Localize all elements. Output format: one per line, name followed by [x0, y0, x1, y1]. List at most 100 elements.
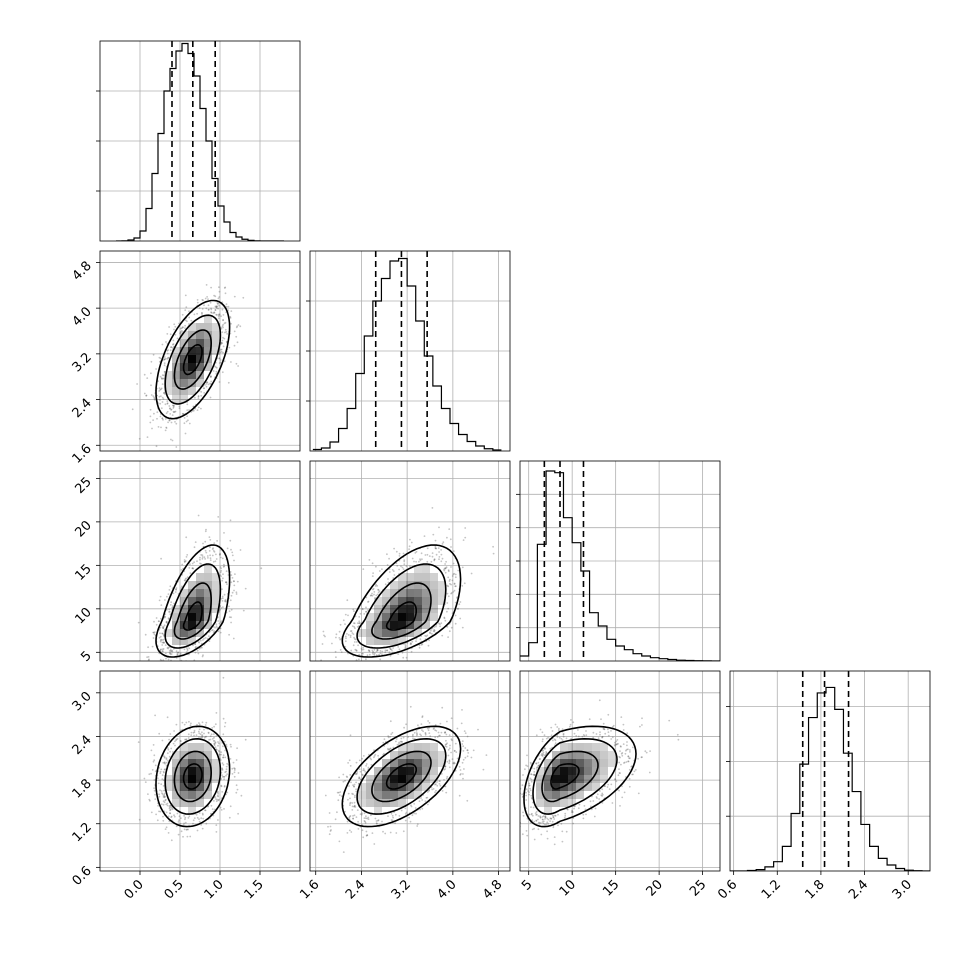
scatter-point — [379, 650, 382, 652]
density-cell — [212, 323, 220, 331]
scatter-point — [196, 816, 199, 819]
scatter-point — [173, 404, 175, 407]
scatter-point — [169, 652, 172, 655]
scatter-point — [175, 825, 178, 828]
scatter-point — [365, 815, 367, 818]
scatter-point — [212, 547, 215, 549]
y-tick-label-4-1: 0.6 — [70, 864, 95, 889]
density-cell — [430, 597, 438, 605]
density-cell — [366, 621, 374, 629]
density-cell — [390, 799, 398, 807]
panel-frame-3-2 — [309, 460, 511, 662]
scatter-point — [149, 415, 152, 418]
scatter-point — [362, 769, 365, 772]
scatter-point — [443, 616, 446, 619]
density-cell — [188, 613, 196, 621]
scatter-point — [172, 592, 175, 595]
density-cell — [374, 791, 382, 799]
scatter-point — [459, 617, 462, 620]
histogram-2 — [312, 257, 502, 451]
scatter-point — [610, 730, 612, 732]
scatter-point — [447, 585, 450, 588]
scatter-point — [448, 760, 451, 763]
scatter-point — [538, 758, 541, 761]
scatter-point — [541, 821, 544, 823]
scatter-point — [225, 768, 228, 771]
scatter-point — [171, 807, 173, 809]
scatter-point — [392, 666, 394, 668]
scatter-point — [215, 370, 218, 373]
scatter-point — [161, 626, 164, 629]
scatter-point — [342, 780, 345, 783]
scatter-point — [221, 762, 224, 765]
y-tick-label-2-3: 3.2 — [70, 350, 95, 375]
contour-3-2-4 — [341, 544, 462, 658]
scatter-point — [219, 759, 222, 762]
scatter-point — [228, 346, 231, 349]
scatter-point — [164, 795, 166, 798]
density-cell — [422, 597, 430, 605]
scatter-point — [175, 669, 177, 671]
scatter-point — [427, 729, 430, 732]
scatter-point — [416, 825, 419, 827]
scatter-point — [201, 312, 203, 314]
scatter-point — [160, 557, 163, 560]
density-cell — [180, 331, 188, 339]
scatter-point — [170, 747, 173, 750]
scatter-point — [153, 787, 156, 789]
scatter-point — [143, 392, 146, 395]
scatter-point — [361, 757, 364, 760]
scatter-point — [544, 816, 547, 819]
scatter-point — [219, 361, 222, 364]
scatter-point — [175, 650, 178, 653]
scatter-point — [355, 641, 358, 643]
scatter-point — [445, 566, 448, 569]
histogram-3 — [520, 470, 720, 661]
scatter-point — [159, 658, 162, 661]
scatter-point — [552, 739, 554, 742]
scatter-point — [355, 649, 358, 652]
scatter-point — [387, 735, 390, 738]
scatter-point — [362, 755, 365, 757]
scatter-point — [363, 769, 366, 772]
scatter-point — [196, 312, 199, 315]
density-cell — [374, 799, 382, 807]
scatter-point — [389, 720, 392, 723]
scatter-point — [340, 795, 343, 798]
density-cell — [196, 363, 204, 371]
scatter-point — [201, 721, 204, 724]
scatter-point — [352, 815, 354, 817]
scatter-point — [438, 551, 440, 553]
scatter-point — [186, 403, 189, 406]
scatter-point — [370, 764, 373, 766]
scatter-point — [153, 631, 156, 633]
scatter-point — [466, 799, 469, 802]
scatter-point — [214, 560, 217, 563]
scatter-point — [228, 610, 231, 613]
scatter-point — [358, 776, 361, 779]
scatter-point — [220, 575, 222, 578]
scatter-point — [169, 585, 172, 588]
scatter-point — [220, 569, 223, 572]
scatter-point — [220, 567, 223, 570]
scatter-point — [165, 412, 168, 415]
y-tick-label-2-5: 4.8 — [70, 259, 95, 284]
scatter-point — [199, 556, 201, 559]
scatter-point — [201, 312, 203, 314]
scatter-point — [217, 792, 220, 795]
scatter-point — [231, 577, 234, 579]
scatter-point — [601, 788, 604, 791]
scatter-point — [599, 731, 601, 733]
scatter-point — [201, 827, 204, 830]
scatter-point — [176, 812, 179, 815]
scatter-point — [426, 727, 429, 730]
scatter-point — [165, 341, 167, 343]
scatter-point — [201, 734, 204, 736]
scatter-point — [524, 768, 526, 771]
scatter-point — [169, 413, 172, 415]
scatter-point — [477, 728, 479, 731]
scatter-point — [617, 742, 619, 745]
scatter-point — [156, 411, 159, 414]
scatter-point — [463, 730, 466, 732]
scatter-point — [573, 807, 575, 810]
